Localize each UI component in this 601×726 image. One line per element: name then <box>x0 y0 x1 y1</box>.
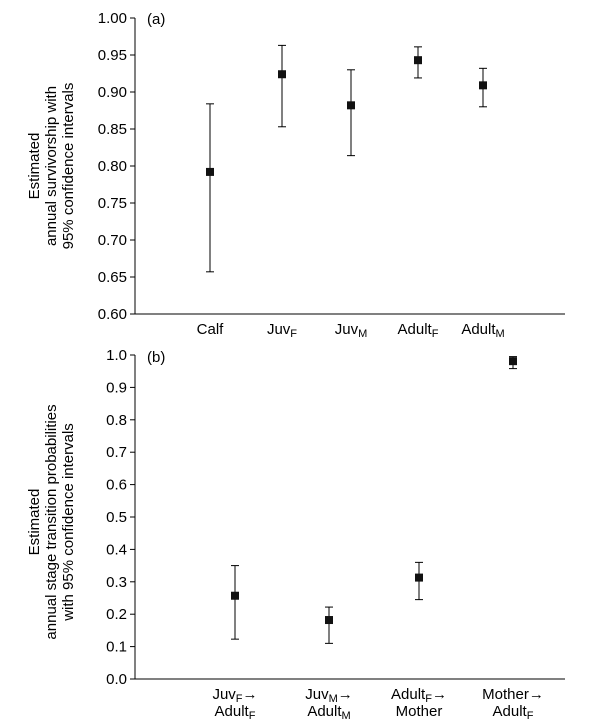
panel-a-category-label: JuvM <box>335 321 368 340</box>
panel-b-y-tick-label: 0.4 <box>106 541 127 558</box>
panel-a-x-categories: Calf JuvF JuvM AdultF AdultM <box>197 321 505 340</box>
panel-a-category-label: JuvF <box>267 321 297 340</box>
panel-b-ylabel: Estimated annual stage transition probab… <box>26 404 77 639</box>
panel-a-estimate-point <box>414 56 422 65</box>
panel-a-y-tick-label: 0.60 <box>98 306 127 323</box>
panel-b-estimate-point <box>231 591 239 600</box>
panel-a-y-tick-label: 0.95 <box>98 47 127 64</box>
panel-a-estimate-point <box>206 167 214 176</box>
panel-a-ylabel: Estimated annual survivorship with 95% c… <box>26 83 77 250</box>
panel-b-y-tick-label: 0.2 <box>106 606 127 623</box>
panel-b: Estimated annual stage transition probab… <box>26 347 565 722</box>
panel-b-category-label-line-1: JuvM→ <box>305 686 353 705</box>
panel-b-y-tick-label: 0.5 <box>106 509 127 526</box>
panel-a-ylabel-line-2: annual survivorship with <box>43 86 60 246</box>
panel-b-category-label-line-2: AdultF <box>493 703 534 722</box>
panel-a-estimate-point <box>278 70 286 79</box>
panel-b-y-ticks: 0.0 0.1 0.2 0.3 0.4 0.5 0.6 0.7 0.8 0.9 1.0 <box>106 347 135 688</box>
panel-b-x-categories: JuvF→AdultFJuvM→AdultMAdultF→MotherMothe… <box>212 686 543 722</box>
panel-b-y-tick-label: 0.1 <box>106 639 127 656</box>
panel-b-data-marks <box>231 356 517 644</box>
panel-b-ylabel-line-2: annual stage transition probabilities <box>43 404 60 639</box>
panel-a: Estimated annual survivorship with 95% c… <box>26 10 565 340</box>
panel-b-ylabel-line-1: Estimated <box>26 489 43 556</box>
panel-a-data-marks <box>206 44 487 273</box>
panel-b-label: (b) <box>147 349 165 366</box>
panel-b-y-tick-label: 0.6 <box>106 477 127 494</box>
panel-b-estimate-point <box>509 357 517 366</box>
panel-a-estimate-point <box>479 81 487 90</box>
panel-a-ylabel-line-3: 95% confidence intervals <box>60 83 77 250</box>
panel-a-y-tick-label: 0.65 <box>98 269 127 286</box>
panel-b-y-tick-label: 1.0 <box>106 347 127 364</box>
panel-b-category-label-line-2: AdultF <box>215 703 256 722</box>
panel-b-category-label-line-1: Mother→ <box>482 686 544 703</box>
panel-b-category-label-line-2: Mother <box>396 703 443 720</box>
panel-a-estimate-point <box>347 101 355 110</box>
panel-b-category-label-line-1: JuvF→ <box>212 686 257 705</box>
panel-a-y-tick-label: 0.80 <box>98 158 127 175</box>
panel-a-y-tick-label: 0.75 <box>98 195 127 212</box>
panel-a-y-tick-label: 0.70 <box>98 232 127 249</box>
panel-a-category-label: Calf <box>197 321 225 338</box>
panel-b-y-tick-label: 0.3 <box>106 574 127 591</box>
panel-b-ylabel-line-3: with 95% confidence intervals <box>60 423 77 622</box>
panel-b-y-tick-label: 0.8 <box>106 412 127 429</box>
panel-b-category-label-line-2: AdultM <box>307 703 350 722</box>
panel-b-estimate-point <box>415 573 423 582</box>
panel-b-y-tick-label: 0.0 <box>106 671 127 688</box>
panel-a-ylabel-line-1: Estimated <box>26 133 43 200</box>
panel-a-y-tick-label: 1.00 <box>98 10 127 27</box>
panel-a-category-label: AdultM <box>461 321 504 340</box>
panel-b-category-label-line-1: AdultF→ <box>391 686 447 705</box>
panel-a-y-tick-label: 0.85 <box>98 121 127 138</box>
panel-a-label: (a) <box>147 11 165 28</box>
panel-a-category-label: AdultF <box>398 321 439 340</box>
panel-a-y-tick-label: 0.90 <box>98 84 127 101</box>
panel-b-y-tick-label: 0.9 <box>106 379 127 396</box>
panel-a-y-ticks: 0.60 0.65 0.70 0.75 0.80 0.85 0.90 0.95 1.00 <box>98 10 135 323</box>
panel-b-y-tick-label: 0.7 <box>106 444 127 461</box>
panel-b-estimate-point <box>325 616 333 625</box>
